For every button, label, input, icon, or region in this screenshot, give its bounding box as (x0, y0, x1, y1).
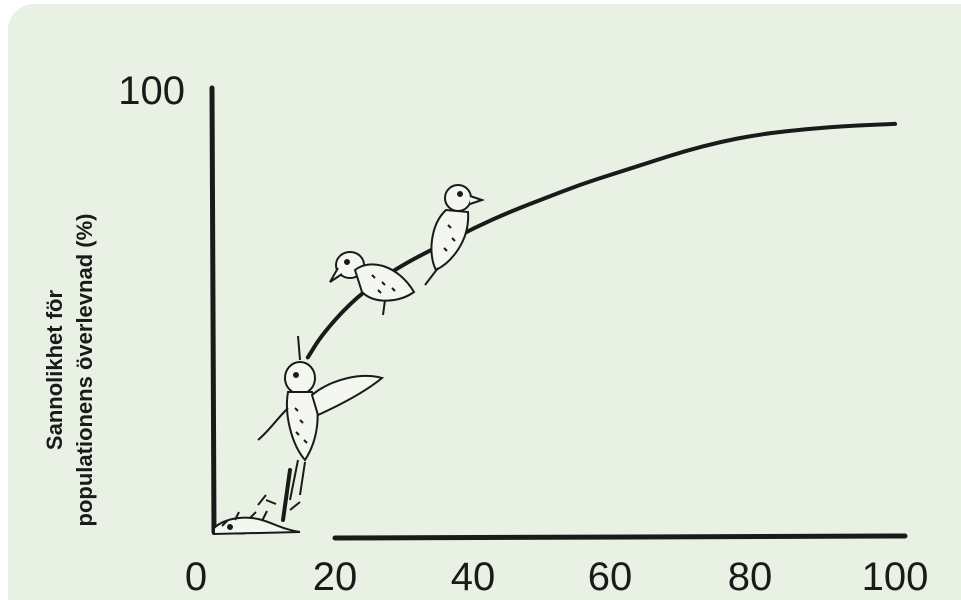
x-axis (332, 533, 908, 541)
x-tick-label-40: 40 (451, 555, 496, 599)
x-tick-label-100: 100 (862, 555, 929, 599)
x-tick-label-60: 60 (588, 555, 633, 599)
flying-bird-illustration (257, 335, 385, 501)
y-axis (209, 85, 217, 535)
dead-bird-illustration (213, 494, 301, 536)
x-tick-label-20: 20 (313, 555, 358, 599)
survival-curve (305, 121, 897, 360)
chart-panel (8, 4, 961, 600)
y-axis-label-line2: populationens överlevnad (%) (72, 214, 97, 527)
curve-start-segment (281, 468, 292, 522)
sitting-bird-illustration (329, 251, 416, 316)
y-tick-label-100: 100 (118, 69, 185, 113)
y-axis-label-line1: Sannolikhet för (42, 290, 67, 451)
x-tick-label-0: 0 (185, 555, 207, 599)
upright-bird-illustration (424, 184, 486, 286)
x-tick-label-80: 80 (728, 555, 773, 599)
